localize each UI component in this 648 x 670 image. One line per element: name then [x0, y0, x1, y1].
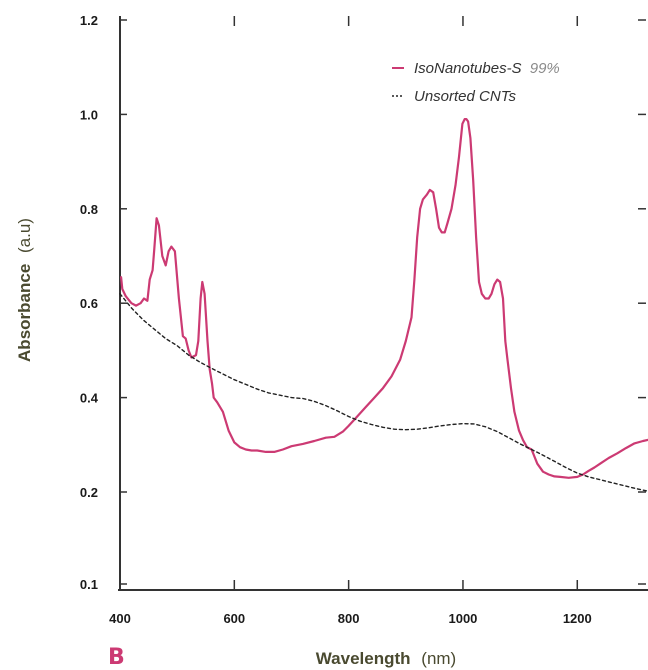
x-tick-label-600: 600 [223, 611, 245, 626]
legend-series-name-isonanotubes: IsoNanotubes-S [414, 60, 522, 77]
x-axis-unit: (nm) [421, 649, 456, 668]
y-tick-label-3: 0.6 [80, 296, 98, 311]
x-tick-label-800: 800 [338, 611, 360, 626]
y-axis-label: Absorbance [15, 264, 34, 362]
legend-label-unsorted: Unsorted CNTs [414, 88, 516, 105]
series-line-isonanotubes [119, 117, 648, 479]
ticks [119, 16, 646, 590]
y-tick-label-5: 1.0 [80, 107, 98, 122]
legend: IsoNanotubes-S 99% Unsorted CNTs [392, 60, 560, 105]
series-line-unsorted-cnts [119, 293, 648, 492]
x-tick-label-400: 400 [109, 611, 131, 626]
y-axis-title: Absorbance (a.u) [15, 218, 34, 362]
panel-label: B [108, 645, 125, 670]
y-tick-label-4: 0.8 [80, 202, 98, 217]
x-tick-label-1000: 1000 [448, 611, 477, 626]
legend-series-suffix-isonanotubes: 99% [530, 60, 560, 77]
axes [118, 16, 648, 591]
y-tick-label-1: 0.2 [80, 485, 98, 500]
legend-label-isonanotubes: IsoNanotubes-S 99% [414, 60, 560, 77]
y-tick-label-2: 0.4 [80, 391, 99, 406]
series-layer [119, 117, 648, 492]
x-axis-label: Wavelength [316, 649, 411, 668]
x-tick-label-1200: 1200 [563, 611, 592, 626]
tick-labels: 400 600 800 1000 1200 0.1 0.2 0.4 0.6 0.8 1.0 1.2 [80, 13, 592, 626]
y-tick-label-6: 1.2 [80, 13, 98, 28]
y-tick-label-0: 0.1 [80, 577, 98, 592]
x-axis-title: Wavelength (nm) [316, 649, 456, 668]
y-axis-unit: (a.u) [15, 218, 34, 253]
